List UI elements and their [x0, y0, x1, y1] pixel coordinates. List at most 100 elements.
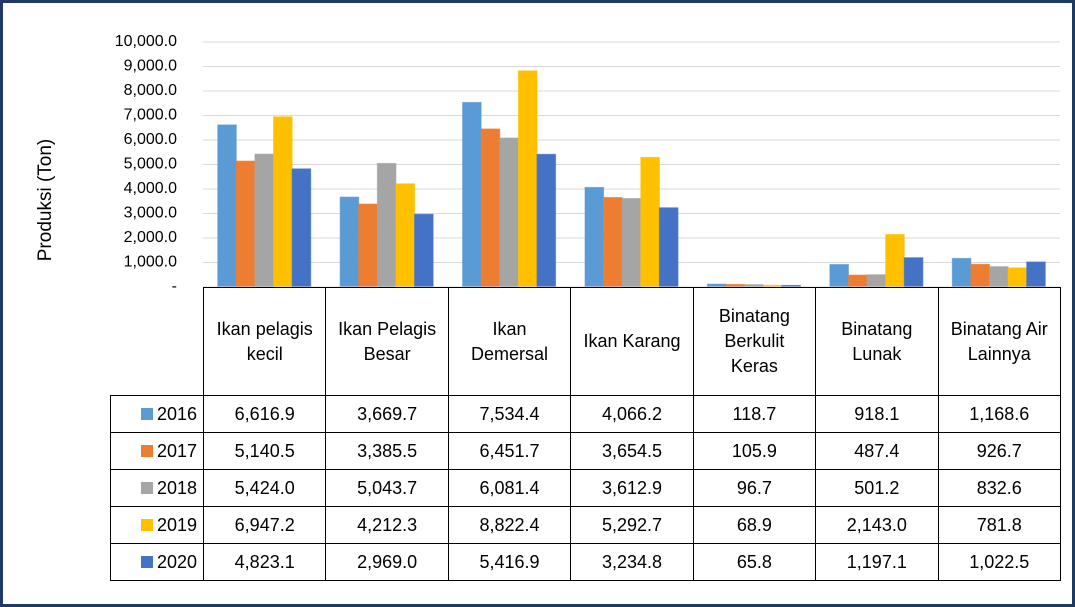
data-cell: 7,534.4	[447, 395, 572, 433]
y-tick-label: 7,000.0	[124, 107, 177, 124]
bar	[658, 207, 679, 288]
legend-swatch	[140, 407, 153, 420]
legend-entry: 2016	[110, 395, 204, 433]
data-cell: 3,385.5	[325, 432, 449, 470]
bar	[395, 183, 416, 288]
data-row: 2019 6,947.2 4,212.3 8,822.4 5,292.7 68.9 2,14…	[110, 506, 1061, 544]
data-cell: 5,043.7	[325, 469, 449, 507]
data-cell: 1,022.5	[937, 543, 1061, 581]
legend-label: 2019	[156, 514, 197, 535]
data-cell: 3,234.8	[570, 543, 694, 581]
data-cell: 96.7	[692, 469, 817, 507]
bar	[414, 213, 434, 288]
bar	[358, 203, 378, 288]
legend-label: 2017	[156, 440, 197, 461]
bar	[499, 137, 519, 288]
legend-swatch	[140, 518, 153, 531]
bar	[517, 70, 538, 288]
bar	[885, 233, 905, 288]
bar	[339, 196, 360, 288]
y-axis-label: Produksi (Ton)	[35, 139, 56, 262]
bar	[1007, 267, 1028, 288]
data-cell: 6,081.4	[447, 469, 572, 507]
y-tick-label: 3,000.0	[124, 205, 177, 222]
bar	[847, 274, 868, 288]
data-cell: 68.9	[692, 506, 817, 544]
data-cell: 4,823.1	[202, 543, 327, 581]
legend-entry: 2019	[110, 506, 204, 544]
bar	[584, 186, 605, 288]
data-cell: 5,292.7	[570, 506, 694, 544]
y-tick-label: 9,000.0	[124, 58, 177, 75]
y-tick-label: 5,000.0	[124, 156, 177, 173]
bar	[951, 257, 972, 288]
data-cell: 4,212.3	[325, 506, 449, 544]
bar	[462, 101, 482, 288]
data-cell: 487.4	[815, 432, 939, 470]
data-cell: 6,451.7	[447, 432, 572, 470]
y-tick-label: -	[172, 278, 177, 295]
bar	[603, 196, 623, 288]
data-cell: 2,969.0	[325, 543, 449, 581]
legend-swatch	[140, 555, 153, 568]
legend-entry: 2020	[110, 543, 204, 581]
legend-swatch	[140, 444, 153, 457]
bar	[376, 162, 397, 288]
data-cell: 1,197.1	[815, 543, 939, 581]
data-cell: 781.8	[937, 506, 1061, 544]
category-label: Binatang Berkulit Keras	[692, 287, 817, 396]
bar	[903, 257, 924, 288]
data-cell: 118.7	[692, 395, 817, 433]
data-cell: 3,669.7	[325, 395, 449, 433]
legend-label: 2016	[156, 403, 197, 424]
bar	[254, 153, 275, 288]
header-row: Ikan pelagis kecil Ikan Pelagis Besar Ikan…	[111, 287, 1061, 396]
bar	[536, 153, 557, 288]
data-cell: 1,168.6	[937, 395, 1061, 433]
data-table: Ikan pelagis kecil Ikan Pelagis Besar Ikan…	[110, 287, 1061, 581]
data-cell: 926.7	[937, 432, 1061, 470]
data-row: 2020 4,823.1 2,969.0 5,416.9 3,234.8 65.8 1,19…	[110, 543, 1061, 581]
data-cell: 5,416.9	[447, 543, 572, 581]
data-cell: 2,143.0	[815, 506, 939, 544]
category-label: Binatang Lunak	[815, 287, 939, 396]
blank-cell	[111, 288, 204, 396]
data-row: 2018 5,424.0 5,043.7 6,081.4 3,612.9 96.7 501.…	[110, 469, 1061, 507]
category-label: Ikan Demersal	[447, 287, 572, 396]
category-label: Ikan pelagis kecil	[202, 287, 327, 396]
category-label: Ikan Pelagis Besar	[325, 287, 449, 396]
data-cell: 918.1	[815, 395, 939, 433]
data-cell: 8,822.4	[447, 506, 572, 544]
data-cell: 105.9	[692, 432, 817, 470]
data-cell: 501.2	[815, 469, 939, 507]
bar	[291, 168, 312, 288]
legend-swatch	[140, 481, 153, 494]
y-tick-label: 8,000.0	[124, 82, 177, 99]
bar	[640, 156, 660, 288]
legend-label: 2020	[156, 551, 197, 572]
bar	[866, 274, 887, 288]
data-cell: 832.6	[937, 469, 1061, 507]
bar	[1026, 261, 1046, 288]
bar	[988, 266, 1009, 288]
data-cell: 4,066.2	[570, 395, 694, 433]
bar	[235, 160, 256, 288]
bar	[217, 124, 237, 288]
y-tick-label: 6,000.0	[124, 131, 177, 148]
data-cell: 5,140.5	[202, 432, 327, 470]
bar	[480, 128, 501, 288]
bar	[621, 197, 642, 288]
data-cell: 3,654.5	[570, 432, 694, 470]
bar	[273, 116, 293, 288]
bar	[829, 264, 849, 288]
y-tick-label: 2,000.0	[124, 229, 177, 246]
data-cell: 5,424.0	[202, 469, 327, 507]
data-row: 2017 5,140.5 3,385.5 6,451.7 3,654.5 105.9 487…	[110, 432, 1061, 470]
data-cell: 3,612.9	[570, 469, 694, 507]
data-cell: 65.8	[692, 543, 817, 581]
category-label: Ikan Karang	[570, 287, 694, 396]
y-tick-label: 1,000.0	[124, 254, 177, 271]
